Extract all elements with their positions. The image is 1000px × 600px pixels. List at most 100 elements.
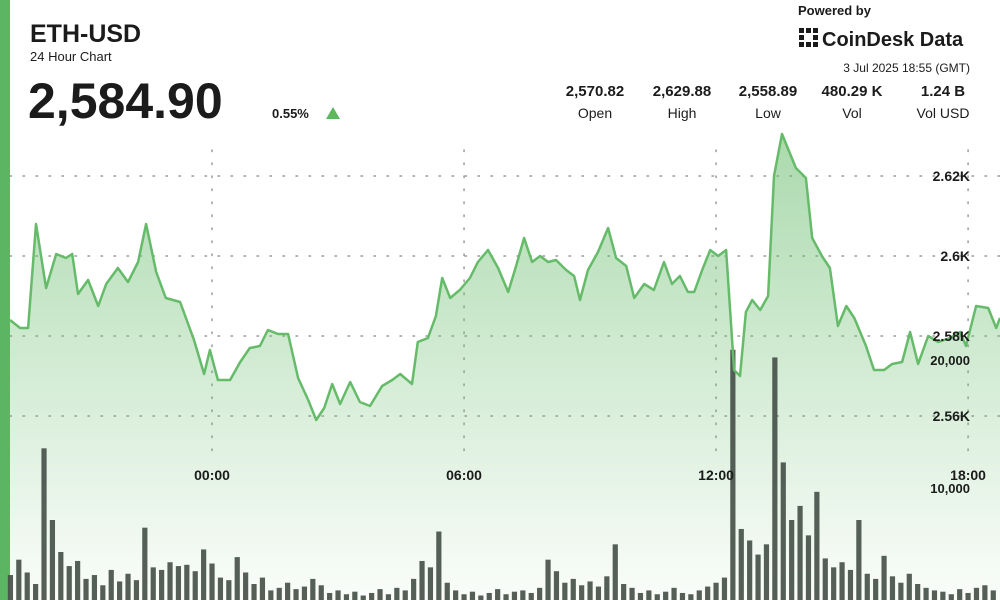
line-layer (9, 132, 1000, 422)
stat-label: Open (578, 105, 612, 121)
stat-label: Vol (842, 105, 861, 121)
stat-value: 2,558.89 (739, 83, 797, 100)
volume-bar (108, 569, 114, 600)
stat-label: High (668, 105, 697, 121)
volume-bar (100, 585, 106, 600)
volume-bar (646, 590, 652, 600)
volume-bar (511, 591, 518, 600)
volume-bar (671, 587, 677, 600)
volume-bar (201, 549, 207, 600)
area-layer (10, 134, 1000, 600)
up-arrow (326, 107, 340, 119)
y-tick-label: 2.56K (933, 408, 970, 424)
volume-bar (209, 563, 215, 600)
ticker-title: ETH-USD (30, 20, 141, 48)
volume-bar (839, 562, 845, 600)
volume-bar (268, 590, 274, 600)
x-tick-label: 18:00 (950, 467, 986, 483)
volume-bar (150, 567, 156, 600)
volume-bar (226, 580, 232, 600)
brand-logo (799, 28, 818, 47)
volume-bar (747, 540, 753, 600)
volume-bar (579, 585, 585, 600)
volume-bar (738, 528, 744, 600)
y-tick-label: 2.58K (933, 328, 970, 344)
volume-bar (411, 578, 417, 600)
volume-bar (814, 491, 820, 600)
volume-bar (91, 575, 98, 600)
volume-bar (243, 572, 249, 600)
y2-tick-label: 20,000 (930, 353, 970, 368)
volume-bar (49, 520, 56, 600)
volume-bar (847, 569, 854, 600)
volume-bar (654, 594, 660, 600)
chart-subtitle: 24 Hour Chart (30, 49, 112, 64)
volume-bar (763, 544, 770, 600)
volume-bar (545, 559, 551, 600)
volume-bar (7, 575, 14, 600)
volume-bar (327, 592, 333, 600)
volume-bar (469, 591, 476, 600)
volume-bar (730, 349, 736, 600)
x-tick-label: 00:00 (194, 467, 230, 483)
volume-bar (318, 585, 324, 600)
volume-bar (167, 562, 173, 600)
volume-bar (385, 594, 392, 600)
volume-bar (637, 592, 644, 600)
volume-bar (553, 571, 560, 600)
volume-bar (898, 582, 904, 600)
volume-bar (873, 578, 879, 600)
price-line (9, 132, 1000, 422)
volume-bar (33, 584, 39, 600)
volume-bar (276, 587, 282, 600)
volume-bar (175, 566, 182, 600)
volume-bar (427, 567, 434, 600)
volume-bar (797, 505, 803, 600)
volume-bar (369, 592, 375, 600)
volume-bar (973, 587, 980, 600)
volume-bar (402, 590, 408, 600)
volume-bar (377, 589, 383, 600)
volume-bar (780, 462, 786, 600)
volume-bar (83, 578, 89, 600)
volume-bar (125, 573, 131, 600)
volume-bar (856, 520, 862, 600)
stat-value: 1.24 B (921, 83, 965, 100)
volume-bar (957, 589, 963, 600)
volume-bar (923, 587, 929, 600)
volume-bar (234, 557, 240, 600)
volume-bar (705, 586, 711, 600)
volume-bar (394, 587, 400, 600)
brand-name: CoinDesk Data (822, 29, 964, 51)
volume-bar (537, 587, 543, 600)
volume-bar (184, 564, 190, 600)
volume-bar (663, 591, 669, 600)
volume-bar (982, 585, 988, 600)
volume-bar (159, 569, 165, 600)
x-tick-label: 06:00 (446, 467, 482, 483)
volume-bar (285, 582, 291, 600)
volume-bar (117, 581, 123, 600)
volume-bar (621, 584, 627, 600)
volume-bar (58, 552, 64, 600)
volume-bar (570, 578, 576, 600)
volume-bar (679, 592, 686, 600)
volume-bar (66, 566, 72, 600)
volume-bar (520, 590, 526, 600)
y-tick-label: 2.6K (940, 248, 970, 264)
volume-bar (822, 558, 828, 600)
y-tick-label: 2.62K (933, 168, 970, 184)
price-area (10, 134, 1000, 600)
volume-bar (75, 560, 81, 600)
volume-bar (293, 589, 299, 600)
stat-value: 2,629.88 (653, 83, 711, 100)
volume-bar (310, 578, 316, 600)
stat-value: 2,570.82 (566, 83, 624, 100)
volume-bar (931, 590, 938, 600)
volume-bar (360, 595, 366, 600)
volume-bar (217, 577, 224, 600)
volume-bar (604, 576, 610, 600)
volume-bar (587, 581, 593, 600)
volume-bar (965, 592, 971, 600)
volume-bar (990, 590, 996, 600)
